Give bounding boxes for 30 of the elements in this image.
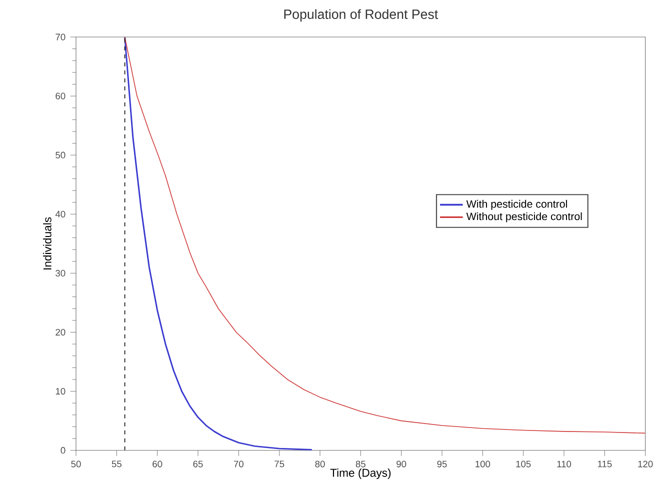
x-tick-label: 60	[152, 460, 162, 468]
x-tick-label: 100	[476, 460, 490, 468]
x-tick-label: 85	[356, 460, 366, 468]
x-tick-label: 75	[274, 460, 284, 468]
x-tick-label: 70	[234, 460, 244, 468]
x-tick-label: 120	[638, 460, 653, 468]
x-tick-label: 95	[437, 460, 447, 468]
chart-title: Population of Rodent Pest	[284, 9, 438, 22]
x-tick-label: 105	[516, 460, 531, 468]
legend-label: Without pesticide control	[466, 212, 582, 222]
y-tick-label: 0	[60, 447, 66, 454]
x-tick-label: 80	[315, 460, 325, 468]
x-tick-label: 115	[598, 460, 612, 468]
y-axis-title: Individuals	[43, 217, 52, 270]
y-tick-label: 50	[56, 152, 66, 158]
x-axis-title: Time (Days)	[330, 468, 391, 480]
y-tick-label: 10	[56, 388, 66, 395]
y-tick-label: 30	[56, 270, 66, 276]
x-tick-label: 50	[71, 460, 81, 468]
x-tick-label: 55	[112, 460, 122, 468]
line-series	[124, 37, 313, 450]
y-tick-label: 60	[56, 92, 66, 100]
line-series	[124, 37, 646, 434]
x-tick-label: 90	[396, 460, 406, 468]
legend-label: With pesticide control	[466, 200, 567, 210]
x-tick-label: 110	[557, 460, 572, 468]
y-tick-label: 40	[55, 210, 66, 218]
x-tick-label: 65	[193, 460, 203, 468]
y-tick-label: 20	[56, 328, 66, 336]
y-tick-label: 70	[56, 34, 66, 40]
